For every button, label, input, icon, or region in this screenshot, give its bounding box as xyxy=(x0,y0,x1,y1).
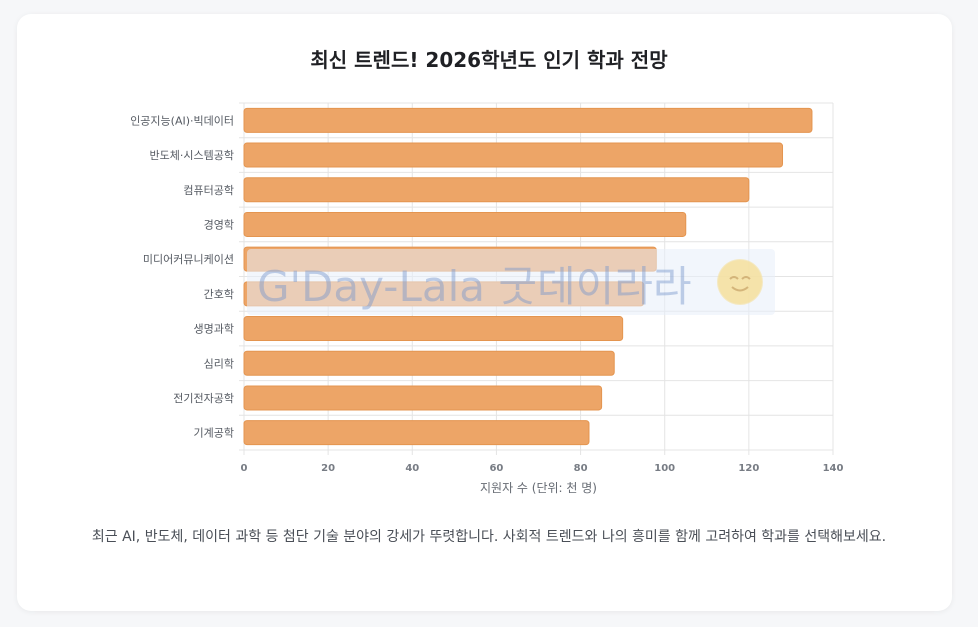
x-tick-label: 80 xyxy=(574,463,588,474)
bar xyxy=(243,350,615,376)
category-label: 반도체·시스템공학 xyxy=(150,149,234,162)
bar xyxy=(243,281,645,307)
x-tick-label: 120 xyxy=(738,463,759,474)
category-label: 전기전자공학 xyxy=(173,392,234,405)
x-tick-label: 100 xyxy=(654,463,675,474)
category-label: 경영학 xyxy=(204,218,234,231)
bar xyxy=(243,177,750,203)
category-label: 생명과학 xyxy=(194,323,234,336)
bar xyxy=(243,316,624,342)
bar xyxy=(243,107,813,133)
chart-title: 최신 트렌드! 2026학년도 인기 학과 전망 xyxy=(310,48,668,72)
x-tick-label: 20 xyxy=(321,463,335,474)
category-label: 기계공학 xyxy=(194,427,234,440)
bar xyxy=(243,142,784,168)
bar xyxy=(243,246,657,272)
x-tick-label: 0 xyxy=(241,463,248,474)
category-label: 인공지능(AI)·빅데이터 xyxy=(130,114,234,127)
category-label: 간호학 xyxy=(204,288,234,301)
category-label: 미디어커뮤니케이션 xyxy=(143,253,234,266)
category-label: 심리학 xyxy=(204,357,234,370)
bar xyxy=(243,211,687,237)
x-tick-label: 60 xyxy=(489,463,503,474)
category-label: 컴퓨터공학 xyxy=(183,184,234,197)
x-axis-label: 지원자 수 (단위: 천 명) xyxy=(480,480,597,495)
x-tick-label: 140 xyxy=(823,463,844,474)
chart-description: 최근 AI, 반도체, 데이터 과학 등 첨단 기술 분야의 강세가 뚜렷합니다… xyxy=(91,529,887,545)
bar xyxy=(243,385,603,411)
bar xyxy=(243,420,590,446)
x-tick-label: 40 xyxy=(405,463,419,474)
